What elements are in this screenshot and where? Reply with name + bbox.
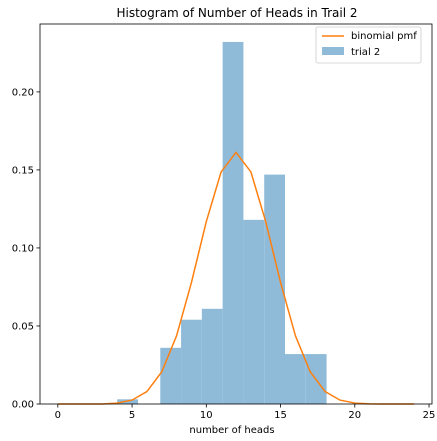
legend: binomial pmf trial 2 [316, 27, 421, 63]
y-tick-label-0.15: 0.15 [12, 165, 34, 176]
histogram-bar-5 [223, 42, 244, 404]
y-tick-label-0.00: 0.00 [12, 400, 34, 411]
histogram-bars [117, 42, 326, 404]
y-tick-label-0.20: 0.20 [12, 87, 34, 98]
legend-swatch-trial-2 [322, 47, 344, 55]
x-tick-label-15: 15 [274, 410, 287, 421]
y-tick-label-0.10: 0.10 [12, 243, 34, 254]
legend-label-binomial-pmf: binomial pmf [351, 31, 417, 42]
histogram-bar-6 [243, 220, 264, 404]
histogram-bar-2 [160, 348, 181, 404]
histogram-bar-3 [181, 320, 202, 404]
x-tick-label-0: 0 [55, 410, 61, 421]
y-tick-label-0.05: 0.05 [12, 321, 34, 332]
x-axis: 0 5 10 15 20 25 [55, 404, 436, 421]
histogram-bar-4 [202, 309, 223, 404]
y-axis: 0.00 0.05 0.10 0.15 0.20 [12, 87, 40, 410]
x-tick-label-25: 25 [423, 410, 436, 421]
chart-title: Histogram of Number of Heads in Trail 2 [116, 6, 357, 20]
x-tick-label-5: 5 [129, 410, 135, 421]
legend-label-trial-2: trial 2 [351, 47, 380, 58]
x-axis-label: number of heads [189, 425, 274, 436]
x-tick-label-10: 10 [200, 410, 213, 421]
x-tick-label-20: 20 [348, 410, 361, 421]
histogram-bar-8 [285, 354, 306, 404]
